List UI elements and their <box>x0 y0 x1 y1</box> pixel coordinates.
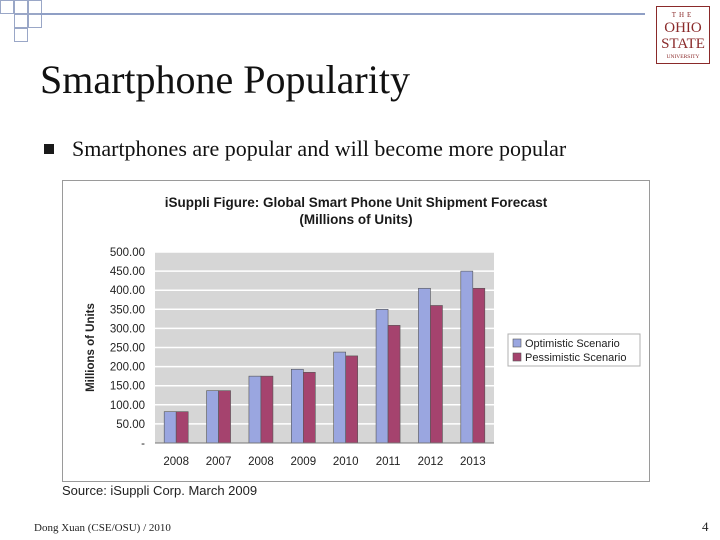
y-tick-label: 200.00 <box>110 362 145 374</box>
bar <box>345 355 358 444</box>
bar-chart: - 50.00 100.00 150.00 200.00 250.00 300.00 350.… <box>85 247 641 468</box>
svg-text:STATE: STATE <box>661 36 705 52</box>
bullet-text: Smartphones are popular and will become … <box>72 136 567 161</box>
x-tick-label: 2012 <box>418 456 444 468</box>
legend-swatch <box>512 338 522 348</box>
bar <box>260 375 274 444</box>
bar <box>175 411 189 444</box>
bar <box>248 375 262 444</box>
y-tick-label: 250.00 <box>110 343 145 355</box>
legend-swatch <box>512 352 522 362</box>
legend-label: Pessimistic Scenario <box>525 352 626 364</box>
chart-subtitle: (Millions of Units) <box>299 212 413 227</box>
chart-title: iSuppli Figure: Global Smart Phone Unit … <box>62 194 650 228</box>
y-tick-label: 300.00 <box>110 323 145 335</box>
x-tick-label: 2008 <box>248 456 274 468</box>
bar <box>375 309 389 444</box>
x-tick-label: 2009 <box>291 456 317 468</box>
y-tick-label: 450.00 <box>110 266 145 278</box>
corner-decoration <box>0 0 60 42</box>
bar <box>430 305 443 444</box>
y-tick-label: 350.00 <box>110 304 145 316</box>
svg-text:THE: THE <box>672 11 695 19</box>
x-tick-label: 2010 <box>333 456 359 468</box>
y-tick-label: 100.00 <box>110 400 145 412</box>
legend-box <box>507 333 641 367</box>
legend-label: Optimistic Scenario <box>525 338 620 350</box>
bar <box>387 325 401 444</box>
bar <box>333 351 346 444</box>
x-tick-label: 2011 <box>376 456 401 468</box>
y-tick-label: 50.00 <box>116 419 145 431</box>
bar <box>472 287 486 444</box>
x-tick-label: 2007 <box>206 456 232 468</box>
bar <box>291 368 304 444</box>
y-axis-label: Millions of Units <box>85 303 97 392</box>
bar <box>418 287 431 444</box>
bullet-icon <box>44 144 54 154</box>
y-tick-label: 400.00 <box>110 285 145 297</box>
chart-source: Source: iSuppli Corp. March 2009 <box>62 483 258 498</box>
svg-text:UNIVERSITY: UNIVERSITY <box>667 54 700 60</box>
page-number: 4 <box>702 519 709 534</box>
header-rule <box>40 13 645 15</box>
y-tick-label: 150.00 <box>110 381 145 393</box>
x-tick-label: 2008 <box>163 456 189 468</box>
svg-text:OHIO: OHIO <box>664 20 702 36</box>
y-tick-label: 500.00 <box>110 247 145 259</box>
bar <box>303 372 316 444</box>
x-tick-label: 2013 <box>460 456 486 468</box>
slide-footer: Dong Xuan (CSE/OSU) / 2010 <box>34 522 171 534</box>
university-logo: THE OHIO STATE UNIVERSITY <box>656 6 710 64</box>
bar <box>460 270 474 444</box>
bar <box>218 390 231 444</box>
chart-title-line: iSuppli Figure: Global Smart Phone Unit … <box>164 195 548 210</box>
y-tick-label: - <box>141 438 145 450</box>
slide-title: Smartphone Popularity <box>40 57 410 102</box>
bar <box>163 411 177 444</box>
bar <box>206 390 219 444</box>
